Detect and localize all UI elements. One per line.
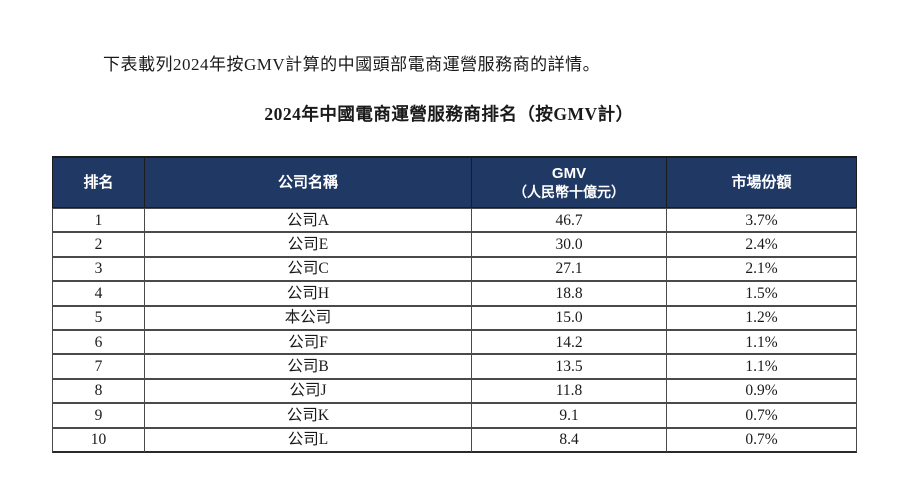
gmv-cell: 11.8 [472,378,667,404]
table-row: 10 公司L 8.4 0.7% [52,427,857,453]
gmv-cell: 18.8 [472,281,667,306]
share-cell: 0.7% [667,427,857,453]
col-header-gmv: GMV （人民幣十億元） [472,156,667,208]
gmv-cell: 9.1 [472,403,667,428]
col-header-share: 市場份額 [667,156,857,208]
rank-cell: 6 [52,329,145,355]
company-cell: 公司E [145,232,472,257]
share-cell: 1.1% [667,329,857,355]
gmv-cell: 8.4 [472,427,667,453]
intro-text: 下表載列2024年按GMV計算的中國頭部電商運營服務商的詳情。 [103,55,601,74]
company-cell: 公司L [145,427,472,453]
table-row: 1 公司A 46.7 3.7% [52,208,857,233]
col-header-rank: 排名 [52,156,145,208]
gmv-cell: 30.0 [472,232,667,257]
col-header-gmv-line1: GMV [551,164,587,182]
company-cell: 公司F [145,329,472,355]
gmv-cell: 14.2 [472,329,667,355]
table-row: 8 公司J 11.8 0.9% [52,378,857,404]
rank-cell: 2 [52,232,145,257]
table-row: 7 公司B 13.5 1.1% [52,354,857,379]
table-row: 3 公司C 27.1 2.1% [52,256,857,282]
rank-cell: 3 [52,256,145,282]
share-cell: 2.4% [667,232,857,257]
rank-cell: 5 [52,305,145,330]
share-cell: 1.2% [667,305,857,330]
share-cell: 2.1% [667,256,857,282]
rank-cell: 7 [52,354,145,379]
rank-cell: 8 [52,378,145,404]
share-cell: 0.9% [667,378,857,404]
company-cell: 公司K [145,403,472,428]
rank-cell: 9 [52,403,145,428]
col-header-gmv-line2: （人民幣十億元） [513,184,625,201]
company-cell: 公司B [145,354,472,379]
table-body: 1 公司A 46.7 3.7% 2 公司E 30.0 2.4% 3 公司C 27… [52,208,857,453]
share-cell: 1.1% [667,354,857,379]
rank-cell: 1 [52,208,145,233]
table-header: 排名 公司名稱 GMV （人民幣十億元） 市場份額 [52,156,857,208]
col-header-company: 公司名稱 [145,156,472,208]
rank-cell: 10 [52,427,145,453]
gmv-cell: 13.5 [472,354,667,379]
table-row: 4 公司H 18.8 1.5% [52,281,857,306]
gmv-cell: 46.7 [472,208,667,233]
gmv-cell: 27.1 [472,256,667,282]
company-cell: 公司A [145,208,472,233]
table-row: 5 本公司 15.0 1.2% [52,305,857,330]
share-cell: 1.5% [667,281,857,306]
ranking-table: 排名 公司名稱 GMV （人民幣十億元） 市場份額 1 公司A 46.7 3.7… [52,156,857,453]
table-title: 2024年中國電商運營服務商排名（按GMV計） [264,104,634,124]
table-row: 9 公司K 9.1 0.7% [52,403,857,428]
header-row: 排名 公司名稱 GMV （人民幣十億元） 市場份額 [52,156,857,208]
rank-cell: 4 [52,281,145,306]
table-row: 6 公司F 14.2 1.1% [52,329,857,355]
company-cell: 公司H [145,281,472,306]
company-cell: 本公司 [145,305,472,330]
share-cell: 0.7% [667,403,857,428]
table-row: 2 公司E 30.0 2.4% [52,232,857,257]
gmv-cell: 15.0 [472,305,667,330]
share-cell: 3.7% [667,208,857,233]
company-cell: 公司C [145,256,472,282]
company-cell: 公司J [145,378,472,404]
